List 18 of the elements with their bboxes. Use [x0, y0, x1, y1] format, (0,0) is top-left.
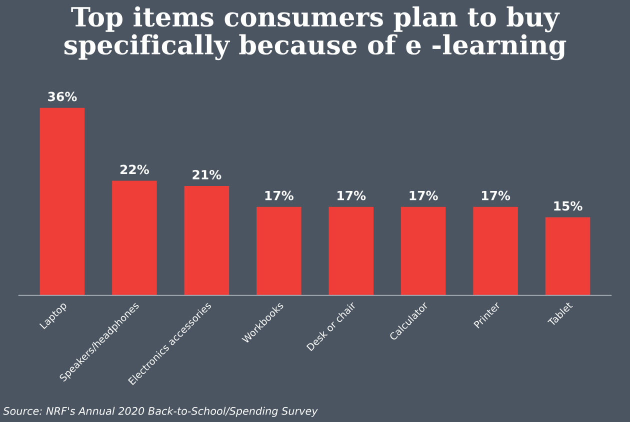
- bar: [400, 206, 446, 296]
- data-label: 15%: [554, 201, 582, 211]
- bar: [112, 180, 157, 296]
- data-label: 17%: [410, 190, 438, 200]
- data-label: 21%: [192, 170, 222, 180]
- bar: [473, 206, 518, 296]
- data-label: 17%: [338, 190, 366, 200]
- data-label: 36%: [48, 92, 77, 102]
- data-label: 17%: [482, 190, 510, 200]
- data-label: 17%: [265, 190, 294, 200]
- bar: [545, 217, 590, 296]
- bar: [256, 206, 302, 296]
- source-note: Source: NRF's Annual 2020 Back-to-School/Spending Survey: [3, 406, 318, 417]
- bar: [40, 108, 85, 296]
- data-label: 22%: [120, 164, 150, 174]
- bar: [328, 206, 374, 296]
- bar: [184, 186, 230, 296]
- chart-title: Top items consumers plan to buy specifically because of e -learning: [64, 6, 566, 60]
